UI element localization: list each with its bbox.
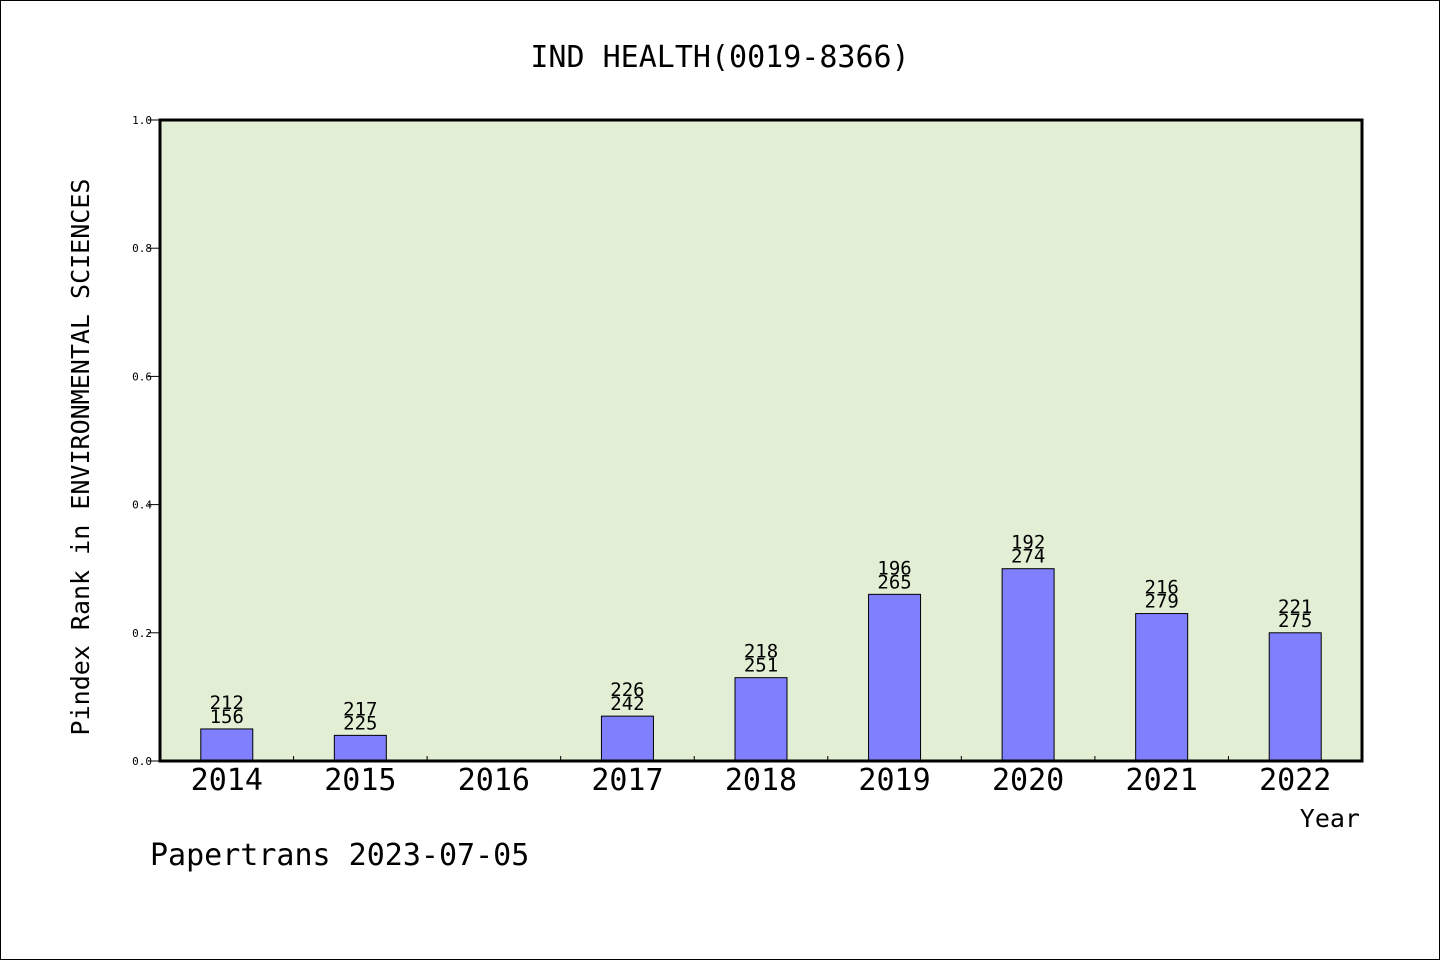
bar-2020: [1001, 568, 1055, 762]
bar-label-top: 221: [1278, 596, 1312, 618]
x-tick-label: 2019: [858, 763, 930, 798]
bar-label-top: 217: [343, 698, 377, 720]
x-tick-label: 2018: [725, 763, 797, 798]
y-tick-label: 0.8: [132, 242, 152, 255]
bar-2014: [200, 728, 254, 762]
bar-label-top: 192: [1011, 532, 1045, 554]
footer-credit: Papertrans 2023-07-05: [150, 838, 529, 873]
x-axis-label: Year: [1300, 804, 1360, 833]
x-tick-label: 2022: [1259, 763, 1331, 798]
bar-2017: [600, 715, 654, 762]
bar-label-bottom: 225: [343, 712, 377, 734]
bar-label-top: 196: [877, 557, 911, 579]
y-tick-label: 0.4: [132, 499, 152, 512]
bar-label-top: 216: [1145, 577, 1179, 599]
x-tick-label: 2015: [324, 763, 396, 798]
x-tick-label: 2017: [591, 763, 663, 798]
y-tick-label: 0.2: [132, 627, 152, 640]
bar-label-bottom: 279: [1145, 591, 1179, 613]
y-tick-label: 0.6: [132, 370, 152, 383]
y-tick-label: 1.0: [132, 114, 152, 127]
bar-label-top: 212: [210, 692, 244, 714]
bar-label-bottom: 156: [210, 706, 244, 728]
x-tick-label: 2014: [191, 763, 263, 798]
bar-2019: [868, 593, 922, 762]
bar-2022: [1268, 632, 1322, 762]
x-tick-label: 2021: [1126, 763, 1198, 798]
x-tick-label: 2020: [992, 763, 1064, 798]
bar-label-bottom: 242: [610, 693, 644, 715]
plot-frame: [158, 118, 1364, 763]
bar-2021: [1135, 613, 1189, 762]
bar-label-top: 226: [610, 679, 644, 701]
bar-label-bottom: 251: [744, 655, 778, 677]
bar-2018: [734, 677, 788, 762]
x-tick-label: 2016: [458, 763, 530, 798]
axis-ticks: 2014 2015 2016 2017 2018 2019 2020 2021 2022 0.0 0…: [132, 114, 1331, 798]
bar-label-top: 218: [744, 641, 778, 663]
bar-2015: [333, 734, 387, 762]
bar-label-bottom: 265: [877, 571, 911, 593]
y-tick-label: 0.0: [132, 755, 152, 768]
chart-title: IND HEALTH(0019-8366): [530, 40, 909, 75]
y-axis-label: Pindex Rank in ENVIRONMENTAL SCIENCES: [66, 179, 95, 736]
bar-label-bottom: 274: [1011, 546, 1045, 568]
bar-label-bottom: 275: [1278, 610, 1312, 632]
